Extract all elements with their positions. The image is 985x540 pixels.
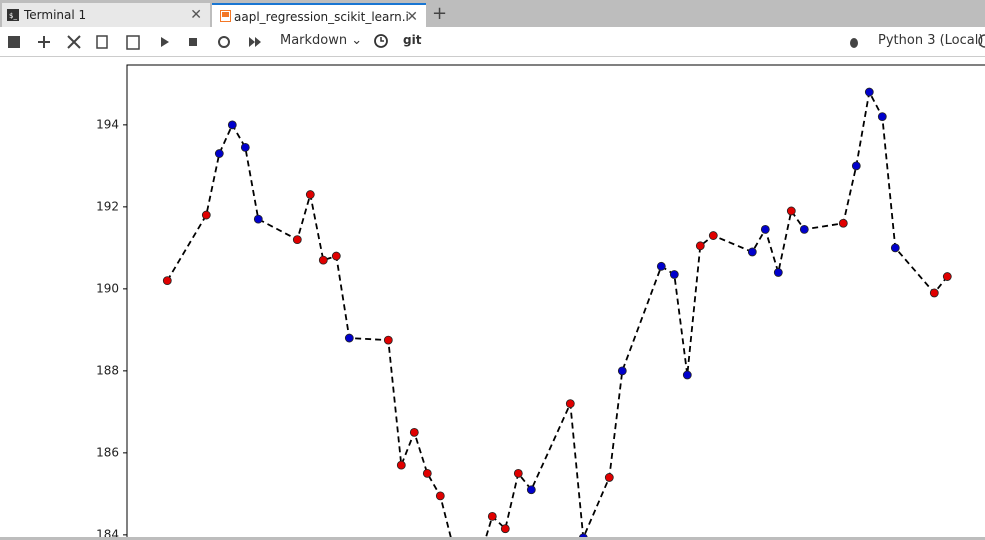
tab-bar: $_ Terminal 1 ✕ aapl_regression_scikit_le… (0, 0, 985, 27)
terminal-icon: $_ (7, 9, 19, 21)
data-point (292, 235, 302, 245)
run-icon[interactable] (161, 37, 169, 47)
data-point (851, 161, 861, 171)
restart-icon[interactable] (218, 36, 230, 48)
data-point (786, 206, 796, 216)
data-point (396, 460, 406, 470)
new-tab-button[interactable]: + (432, 3, 448, 24)
run-all-icon[interactable] (249, 37, 261, 47)
notebook-icon (220, 10, 231, 22)
data-point (773, 268, 783, 277)
data-point (929, 288, 939, 298)
data-point (331, 251, 341, 261)
plot-frame (126, 64, 985, 537)
debug-icon[interactable] (847, 35, 861, 49)
data-point (565, 399, 575, 409)
data-point (838, 218, 848, 228)
data-point (526, 485, 536, 495)
y-tick-label: 184 (96, 527, 119, 537)
data-point (422, 468, 432, 478)
svg-text:$_: $_ (9, 12, 17, 20)
data-point (708, 231, 718, 240)
tab[interactable]: $_ Terminal 1 ✕ (2, 3, 210, 27)
data-point (253, 214, 263, 224)
kernel-status (978, 34, 985, 48)
data-point (214, 149, 224, 158)
git-button[interactable]: git (403, 33, 422, 47)
toolbar: Markdown ⌄ git Python 3 (Local) (0, 27, 985, 57)
tab-label: aapl_regression_scikit_learn.i (234, 10, 409, 24)
data-point (942, 272, 952, 281)
data-point (513, 468, 523, 478)
data-point (695, 241, 705, 251)
data-point (201, 210, 211, 220)
cut-icon[interactable] (67, 35, 81, 49)
close-button[interactable]: ✕ (406, 9, 418, 25)
data-point (487, 512, 497, 521)
save-icon[interactable] (8, 36, 20, 48)
y-tick-label: 186 (96, 445, 119, 459)
data-point (344, 333, 354, 343)
data-point (240, 143, 250, 152)
clock-icon[interactable] (373, 33, 389, 49)
data-point (760, 225, 770, 234)
close-button[interactable]: ✕ (190, 7, 202, 23)
data-point (305, 190, 315, 199)
data-point (669, 270, 679, 279)
y-tick-label: 192 (96, 199, 119, 213)
data-point (682, 370, 692, 380)
data-point (877, 112, 887, 122)
data-point (435, 491, 445, 501)
output-area: 184 186 188 190 192 194 (0, 57, 985, 537)
data-point (383, 335, 393, 345)
data-point (864, 87, 874, 97)
y-tick-label: 190 (96, 281, 119, 295)
data-point (500, 524, 510, 534)
data-point (227, 120, 237, 130)
tab-label: Terminal 1 (24, 8, 87, 22)
data-point (318, 255, 328, 265)
status-bar (0, 537, 985, 540)
cell-type-dropdown[interactable]: Markdown ⌄ (280, 33, 363, 48)
data-point (617, 366, 627, 376)
add-icon[interactable] (38, 36, 50, 48)
data-point (890, 243, 900, 253)
series-line (166, 89, 949, 537)
data-point (604, 473, 614, 482)
stop-icon[interactable] (189, 38, 197, 46)
kernel-name[interactable]: Python 3 (Local) (878, 33, 984, 48)
tab[interactable]: aapl_regression_scikit_learn.i ✕ (212, 3, 426, 27)
data-point (747, 247, 757, 257)
data-point (799, 225, 809, 234)
cell-type-label: Markdown (280, 33, 348, 48)
data-point (409, 427, 419, 437)
copy-icon[interactable] (96, 35, 108, 49)
paste-icon[interactable] (126, 35, 140, 50)
y-tick-label: 188 (96, 363, 119, 377)
chart: 184 186 188 190 192 194 (96, 64, 985, 537)
y-tick-label: 194 (96, 117, 119, 131)
toolbar-icons (8, 35, 261, 50)
data-point (656, 261, 666, 271)
data-point (162, 276, 172, 286)
data-point (578, 533, 588, 537)
